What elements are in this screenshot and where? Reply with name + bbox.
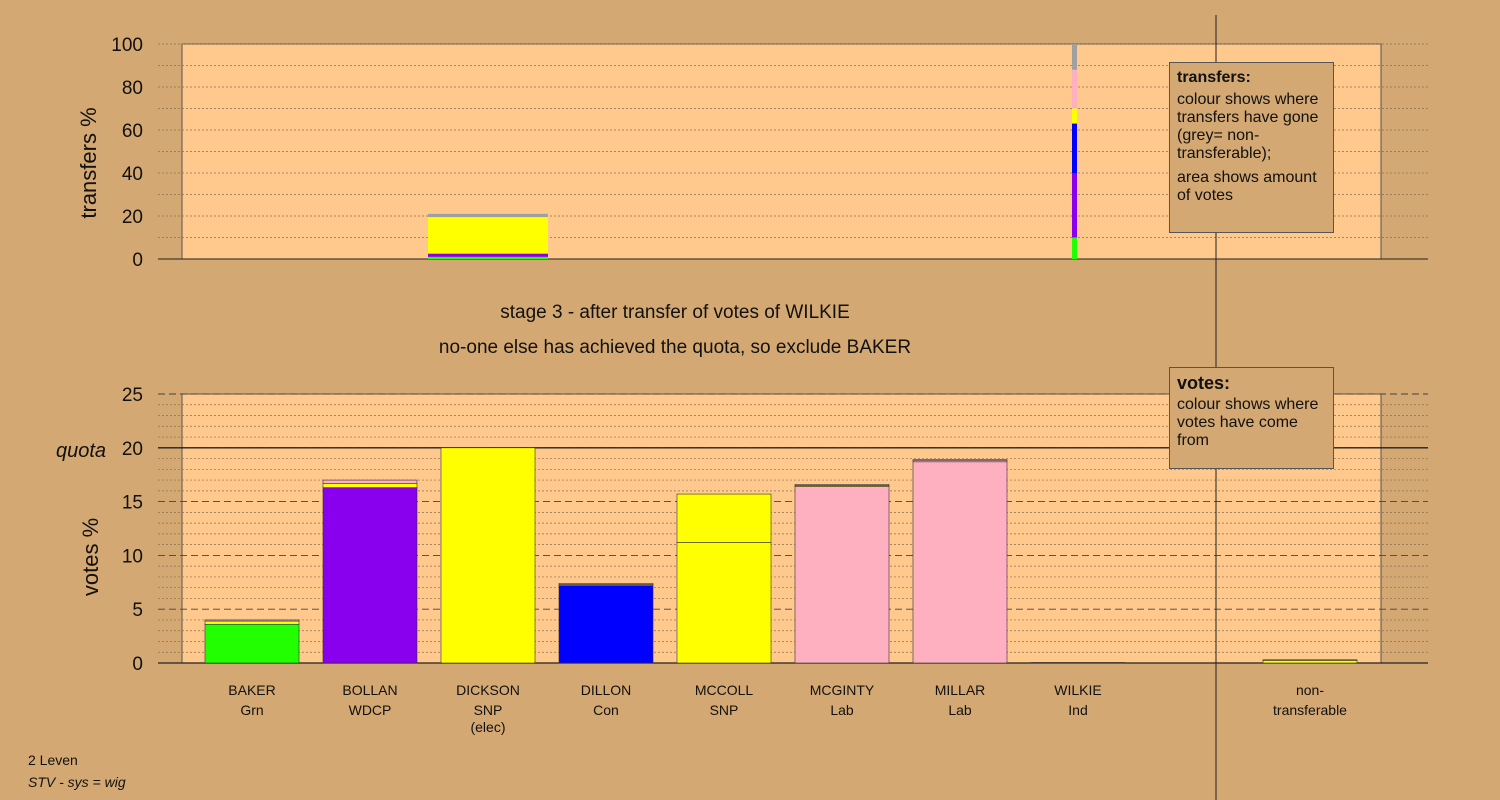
- votes-bar-segment: [676, 542, 772, 664]
- candidate-party-label: SNP: [474, 702, 503, 718]
- candidate-party-label: Ind: [1068, 702, 1087, 718]
- transfers-bar-segment: [428, 217, 548, 254]
- votes-y-tick-label: 20: [122, 439, 143, 460]
- votes-y-tick-label: 10: [122, 546, 143, 567]
- votes-legend: votes: colour shows where votes have com…: [1169, 367, 1334, 469]
- candidate-name-label: MILLAR: [935, 682, 986, 698]
- votes-axis-label: votes %: [78, 518, 103, 596]
- status-heading: no-one else has achieved the quota, so e…: [439, 337, 911, 358]
- transfers-bar-segment: [1072, 44, 1077, 70]
- votes-bar-segment: [204, 623, 300, 664]
- stage-heading: stage 3 - after transfer of votes of WIL…: [500, 302, 850, 323]
- votes-legend-title: votes:: [1177, 373, 1231, 393]
- nontransferable-label-line1: non-: [1296, 682, 1324, 698]
- candidate-name-label: WILKIE: [1054, 682, 1101, 698]
- transfers-bar-segment: [1072, 123, 1077, 173]
- transfers-bar-segment: [1072, 237, 1077, 259]
- votes-legend-text: colour shows where votes have come from: [1177, 396, 1319, 449]
- footer-area: 2 Leven: [28, 752, 78, 768]
- votes-y-tick-label: 25: [122, 385, 143, 406]
- votes-plot: 0510152025BAKERGrnBOLLANWDCPDICKSONSNP(e…: [122, 385, 1428, 735]
- votes-bar-segment: [912, 461, 1008, 664]
- votes-bar-segment: [794, 484, 890, 486]
- votes-bar-segment: [794, 486, 890, 664]
- transfers-y-tick-label: 100: [111, 35, 143, 56]
- votes-bar-segment: [322, 487, 418, 664]
- quota-label: quota: [56, 440, 106, 462]
- candidate-party-label: Lab: [830, 702, 854, 718]
- votes-y-tick-label: 5: [132, 600, 143, 621]
- transfers-legend: transfers: colour shows where transfers …: [1169, 62, 1334, 233]
- candidate-name-label: DILLON: [581, 682, 632, 698]
- votes-bar-segment: [322, 483, 418, 488]
- transfers-y-tick-label: 80: [122, 78, 143, 99]
- transfers-bar-segment: [428, 256, 548, 259]
- candidate-name-label: MCCOLL: [695, 682, 754, 698]
- transfers-bar-segment: [1072, 173, 1077, 238]
- transfers-bar-segment: [1072, 108, 1077, 124]
- transfers-y-tick-label: 40: [122, 164, 143, 185]
- votes-bar-segment: [558, 585, 654, 664]
- candidate-party-label: Grn: [240, 702, 263, 718]
- candidate-name-label: DICKSON: [456, 682, 520, 698]
- votes-bar-segment: [322, 479, 418, 484]
- votes-y-tick-label: 15: [122, 493, 143, 514]
- candidate-name-label: BOLLAN: [342, 682, 397, 698]
- candidate-party-label: Con: [593, 702, 619, 718]
- candidate-name-label: MCGINTY: [810, 682, 875, 698]
- transfers-y-tick-label: 0: [132, 250, 143, 271]
- transfers-axis-label: transfers %: [76, 107, 101, 218]
- transfers-legend-text: colour shows where transfers have gone (…: [1177, 91, 1319, 162]
- candidate-name-label: BAKER: [228, 682, 275, 698]
- votes-bar-segment: [912, 459, 1008, 462]
- transfers-legend-area-text: area shows amount of votes: [1177, 169, 1317, 204]
- nontransferable-bar-segment: [1262, 659, 1358, 661]
- nontransferable-bar-segment: [1262, 660, 1358, 664]
- transfers-legend-title: transfers:: [1177, 69, 1251, 86]
- candidate-party-label: WDCP: [349, 702, 392, 718]
- candidate-note-label: (elec): [470, 719, 505, 735]
- votes-bar-segment: [204, 619, 300, 622]
- transfers-bar-segment: [428, 213, 548, 218]
- transfers-bar-segment: [428, 253, 548, 257]
- votes-bar-segment: [558, 583, 654, 585]
- nontransferable-label-line2: transferable: [1273, 702, 1347, 718]
- votes-y-tick-label: 0: [132, 654, 143, 675]
- transfers-y-tick-label: 20: [122, 207, 143, 228]
- candidate-party-label: Lab: [948, 702, 972, 718]
- transfers-y-tick-label: 60: [122, 121, 143, 142]
- footer-system: STV - sys = wig: [28, 774, 126, 790]
- votes-bar-segment: [676, 493, 772, 543]
- votes-bar-segment: [1030, 662, 1126, 664]
- votes-bar-segment: [204, 620, 300, 625]
- candidate-party-label: SNP: [710, 702, 739, 718]
- votes-bar-segment: [440, 447, 536, 664]
- transfers-bar-segment: [1072, 69, 1077, 109]
